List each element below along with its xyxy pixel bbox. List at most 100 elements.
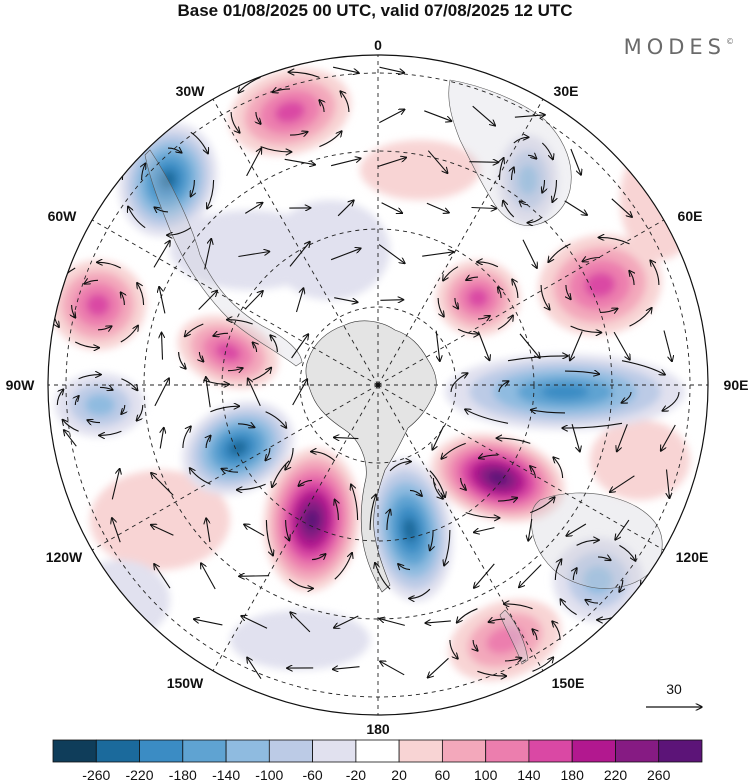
wind-arrow bbox=[472, 105, 496, 126]
wind-arrow bbox=[621, 360, 665, 375]
wind-arrow bbox=[571, 424, 580, 452]
colorbar-tick-label: -60 bbox=[302, 767, 322, 783]
wind-arrow bbox=[432, 425, 445, 450]
wind-arrow bbox=[610, 475, 635, 492]
wind-arrow bbox=[199, 351, 203, 362]
wind-arrow bbox=[252, 367, 272, 381]
background-patch bbox=[230, 610, 370, 670]
wind-arrow bbox=[477, 316, 490, 319]
anomaly-contour bbox=[228, 440, 248, 456]
wind-arrow bbox=[564, 200, 588, 215]
wind-arrow bbox=[428, 657, 449, 677]
lon-label-30e: 30E bbox=[554, 83, 579, 99]
wind-arrow bbox=[532, 629, 537, 641]
colorbar-tick-label: 180 bbox=[561, 767, 585, 783]
wind-arrow bbox=[298, 480, 313, 486]
anomaly-neg-25e bbox=[498, 135, 558, 225]
wind-arrow bbox=[295, 288, 304, 313]
wind-arrow bbox=[97, 326, 112, 330]
antarctica-land bbox=[305, 320, 437, 593]
wind-arrow bbox=[598, 237, 630, 245]
wind-arrow bbox=[238, 252, 269, 258]
wind-arrow bbox=[272, 460, 290, 488]
wind-arrow bbox=[519, 201, 529, 205]
anomaly-pos-80w bbox=[177, 315, 279, 389]
wind-arrow bbox=[289, 242, 310, 267]
wind-arrow bbox=[121, 378, 137, 391]
wind-arrow bbox=[151, 525, 174, 536]
anomaly-contour bbox=[486, 626, 524, 654]
wind-arrow bbox=[144, 125, 169, 133]
wind-arrow bbox=[210, 406, 239, 413]
wind-arrow bbox=[56, 389, 63, 406]
wind-arrow bbox=[375, 563, 391, 590]
wind-arrow bbox=[389, 462, 411, 472]
wind-arrow bbox=[381, 202, 403, 213]
wind-arrow bbox=[206, 518, 211, 543]
wind-arrow bbox=[194, 619, 223, 626]
wind-arrow bbox=[615, 519, 630, 540]
wind-arrow bbox=[151, 473, 174, 496]
wind-arrow bbox=[75, 396, 79, 406]
wind-arrow bbox=[512, 167, 514, 181]
wind-arrow bbox=[617, 424, 628, 451]
wind-arrow bbox=[286, 519, 290, 541]
wind-arrow bbox=[477, 670, 506, 676]
wind-arrow bbox=[498, 381, 509, 393]
wind-arrow bbox=[154, 564, 171, 589]
colorbar-tick-label: 100 bbox=[474, 767, 498, 783]
anomaly-contour bbox=[467, 288, 489, 308]
wind-arrow bbox=[554, 559, 561, 581]
wind-arrow bbox=[330, 158, 361, 167]
wind-arrow bbox=[498, 287, 501, 299]
wind-arrow bbox=[488, 619, 506, 622]
colorbar-swatch bbox=[312, 739, 357, 763]
meridian-line bbox=[212, 384, 379, 672]
wind-arrow bbox=[530, 466, 536, 479]
reference-vector: 30 bbox=[646, 681, 702, 707]
meridian-line bbox=[377, 98, 544, 386]
wind-arrow bbox=[333, 667, 360, 670]
wind-arrow bbox=[512, 279, 519, 299]
wind-arrow bbox=[597, 557, 611, 560]
wind-arrow bbox=[244, 291, 263, 310]
wind-arrow bbox=[661, 424, 676, 451]
wind-arrow bbox=[247, 657, 262, 680]
wind-arrow bbox=[319, 100, 324, 113]
wind-arrow bbox=[613, 331, 630, 360]
anomaly-pos-75w bbox=[50, 260, 146, 350]
wind-arrow bbox=[206, 435, 211, 449]
colorbar-tick-label: 140 bbox=[517, 767, 541, 783]
wind-arrow bbox=[409, 490, 422, 496]
disc-border bbox=[47, 54, 709, 716]
wind-arrow bbox=[585, 600, 599, 603]
wind-arrow bbox=[252, 342, 256, 353]
anomaly-neg-90e bbox=[445, 354, 685, 430]
brand-logo: MODES© bbox=[624, 35, 734, 59]
wind-vectors bbox=[51, 66, 680, 680]
south-america-land bbox=[144, 149, 303, 367]
wind-arrow bbox=[435, 330, 440, 362]
wind-arrow bbox=[289, 132, 308, 135]
wind-arrow bbox=[562, 422, 623, 428]
wind-arrow bbox=[619, 579, 623, 592]
wind-arrow bbox=[121, 404, 125, 414]
wind-arrow bbox=[335, 499, 339, 521]
colorbar-tick-label: -180 bbox=[169, 767, 197, 783]
wind-arrow bbox=[204, 239, 212, 270]
anomaly-pos-40e bbox=[538, 234, 662, 336]
wind-arrow bbox=[582, 258, 601, 262]
wind-arrow bbox=[334, 553, 352, 580]
wind-arrow bbox=[160, 428, 164, 449]
wind-arrow bbox=[245, 203, 262, 214]
wind-arrow bbox=[527, 155, 537, 159]
wind-arrow bbox=[552, 179, 556, 202]
wind-arrow bbox=[111, 469, 119, 500]
wind-arrow bbox=[457, 328, 479, 334]
wind-arrow bbox=[227, 368, 243, 371]
wind-arrow bbox=[162, 332, 163, 360]
anomaly-contour bbox=[305, 509, 319, 531]
map-disc bbox=[48, 55, 708, 715]
colorbar-swatch bbox=[95, 739, 140, 763]
wind-arrow bbox=[449, 639, 458, 659]
